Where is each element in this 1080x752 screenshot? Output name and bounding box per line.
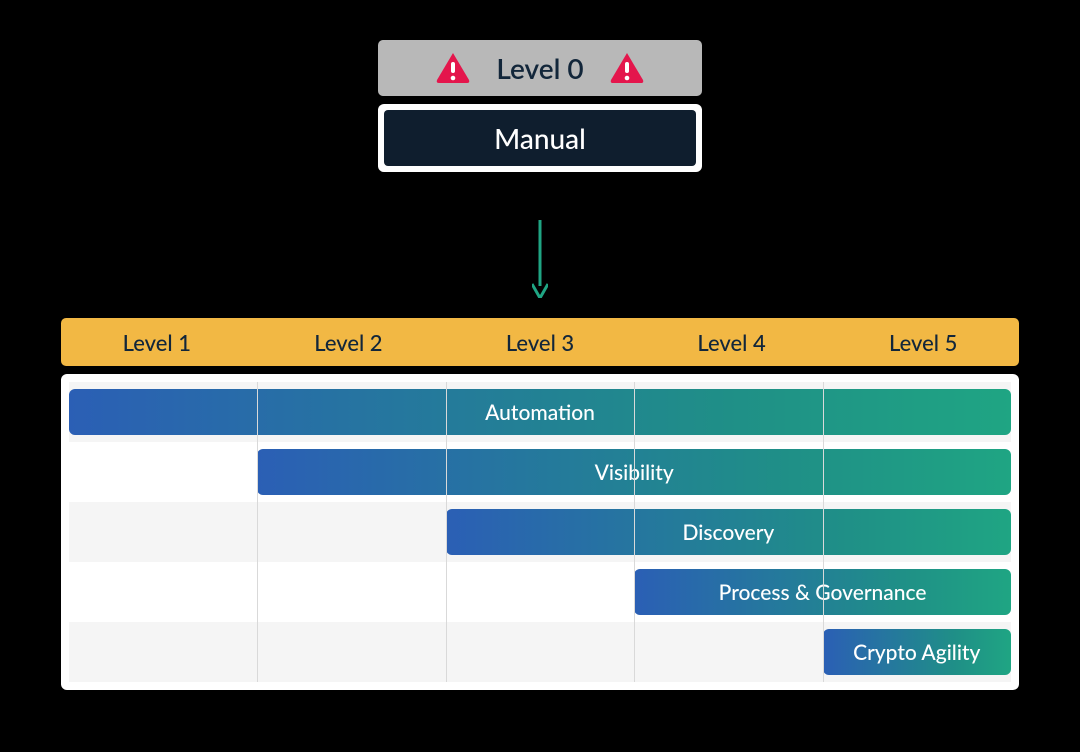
chart-gridline: [257, 382, 258, 682]
warning-icon: [610, 53, 644, 83]
level-header-col: Level 4: [636, 318, 828, 366]
arrow-head: [532, 284, 548, 298]
chart-bar-label: Crypto Agility: [853, 640, 980, 665]
level-header-col: Level 2: [253, 318, 445, 366]
chart-row: Process & Governance: [69, 562, 1011, 622]
level-label: Level 2: [314, 329, 382, 356]
chart-row: Discovery: [69, 502, 1011, 562]
chart-row: Visibility: [69, 442, 1011, 502]
chart-gridline: [446, 382, 447, 682]
chart-bar: Discovery: [446, 509, 1011, 555]
levels-header: Level 1 Level 2 Level 3 Level 4 Level 5: [61, 318, 1019, 366]
manual-label: Manual: [494, 121, 586, 155]
level-header-col: Level 3: [444, 318, 636, 366]
level-label: Level 1: [123, 329, 191, 356]
manual-box: Manual: [384, 110, 696, 166]
level-header-col: Level 1: [61, 318, 253, 366]
level-label: Level 5: [889, 329, 957, 356]
level-label: Level 4: [697, 329, 765, 356]
level-header-col: Level 5: [827, 318, 1019, 366]
manual-box-outer: Manual: [378, 104, 702, 172]
chart-inner: Automation Visibility Discovery Process & G…: [69, 382, 1011, 682]
chart-bar: Crypto Agility: [823, 629, 1011, 675]
diagram-canvas: Level 0 Manual Level 1 Level 2 Level 3 L…: [0, 0, 1080, 752]
level0-pill: Level 0: [378, 40, 702, 96]
chart-bar: Automation: [69, 389, 1011, 435]
level-label: Level 3: [506, 329, 574, 356]
chart-gridline: [634, 382, 635, 682]
arrow-down: [532, 220, 548, 298]
chart-bar-label: Automation: [485, 400, 595, 425]
level0-label: Level 0: [496, 51, 583, 85]
warning-icon: [436, 53, 470, 83]
chart-gridline: [823, 382, 824, 682]
chart-bar-label: Discovery: [682, 520, 774, 545]
chart-panel: Automation Visibility Discovery Process & G…: [61, 374, 1019, 690]
chart-row: Automation: [69, 382, 1011, 442]
chart-row: Crypto Agility: [69, 622, 1011, 682]
